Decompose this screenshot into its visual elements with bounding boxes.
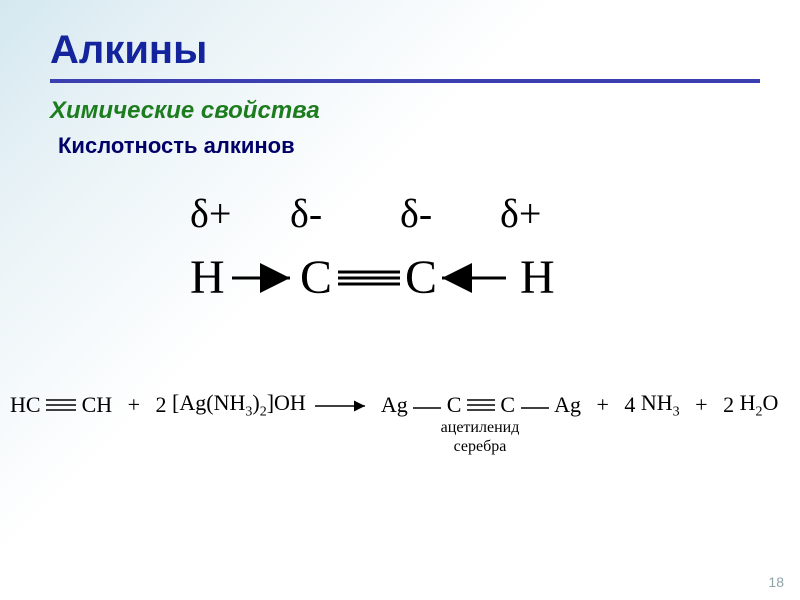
triple-bond-icon (467, 392, 495, 418)
h2o: H2O (740, 390, 779, 420)
coef-2b: 2 (723, 392, 734, 418)
slide-title: Алкины (50, 28, 800, 73)
reaction-equation: HC CH + 2 [Ag(NH3)2]OH Ag C C Ag + 4 NH3… (10, 390, 800, 420)
plus-3: + (695, 392, 707, 418)
product-name-label: ацетиленид серебра (420, 418, 540, 456)
plus-1: + (128, 392, 140, 418)
reagent-hc: HC (10, 392, 41, 418)
plus-2: + (596, 392, 608, 418)
acetylene-polarity-diagram: δ+ δ- δ- δ+ H C C H (190, 190, 610, 330)
tollens-reagent: [Ag(NH3)2]OH (172, 390, 306, 420)
reagent-ch: CH (82, 392, 113, 418)
coef-2: 2 (156, 392, 167, 418)
single-bond-icon (521, 392, 549, 418)
title-rule (50, 79, 760, 83)
product-c2: C (500, 392, 515, 418)
diagram-bonds (190, 190, 610, 330)
slide-subtitle: Химические свойства (50, 97, 800, 125)
section-heading: Кислотность алкинов (58, 133, 800, 159)
reaction-arrow-icon (315, 392, 371, 418)
product-ag1: Ag (381, 392, 408, 418)
slide-number: 18 (768, 574, 784, 590)
coef-4: 4 (624, 392, 635, 418)
nh3: NH3 (641, 390, 680, 420)
product-ag2: Ag (554, 392, 581, 418)
single-bond-icon (413, 392, 441, 418)
product-c1: C (447, 392, 462, 418)
triple-bond-icon (46, 392, 76, 418)
